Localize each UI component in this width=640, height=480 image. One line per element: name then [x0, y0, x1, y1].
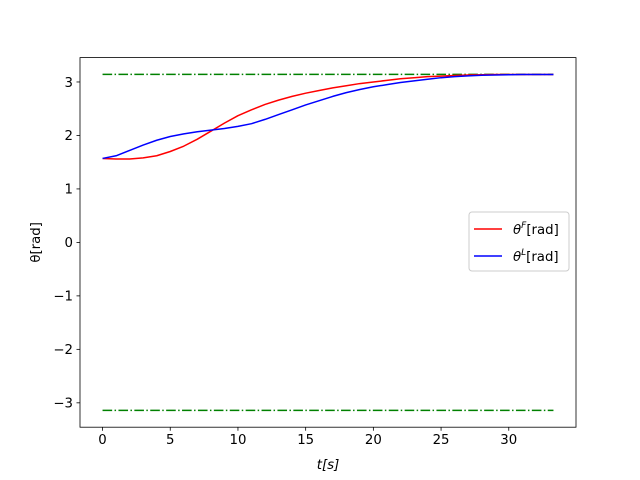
legend: θF[rad] θL[rad]	[468, 211, 570, 272]
y-tick-label: −1	[53, 290, 73, 305]
legend-label: θL[rad]	[513, 248, 559, 265]
y-axis: −3 −2 −1 0 1 2 3	[53, 76, 80, 412]
reference-lines	[102, 73, 554, 412]
y-tick-label: −3	[53, 397, 73, 412]
x-tick-label: 30	[500, 433, 517, 448]
series-line	[102, 73, 554, 160]
x-tick-label: 10	[229, 433, 246, 448]
x-tick-label: 0	[98, 433, 106, 448]
y-tick-label: −2	[53, 343, 73, 358]
x-tick-label: 20	[365, 433, 382, 448]
y-axis-label: θ[rad]	[29, 222, 44, 263]
x-tick-label: 15	[297, 433, 314, 448]
y-tick-label: 1	[65, 183, 73, 198]
y-tick-label: 3	[65, 76, 73, 91]
x-axis: 0 5 10 15 20 25 30	[98, 427, 517, 448]
x-tick-label: 5	[166, 433, 174, 448]
legend-label: θF[rad]	[513, 221, 559, 238]
x-axis-label: t[s]	[317, 458, 340, 473]
y-tick-label: 0	[65, 236, 73, 251]
x-tick-label: 25	[433, 433, 450, 448]
series-layer	[102, 73, 554, 160]
y-tick-label: 2	[65, 129, 73, 144]
